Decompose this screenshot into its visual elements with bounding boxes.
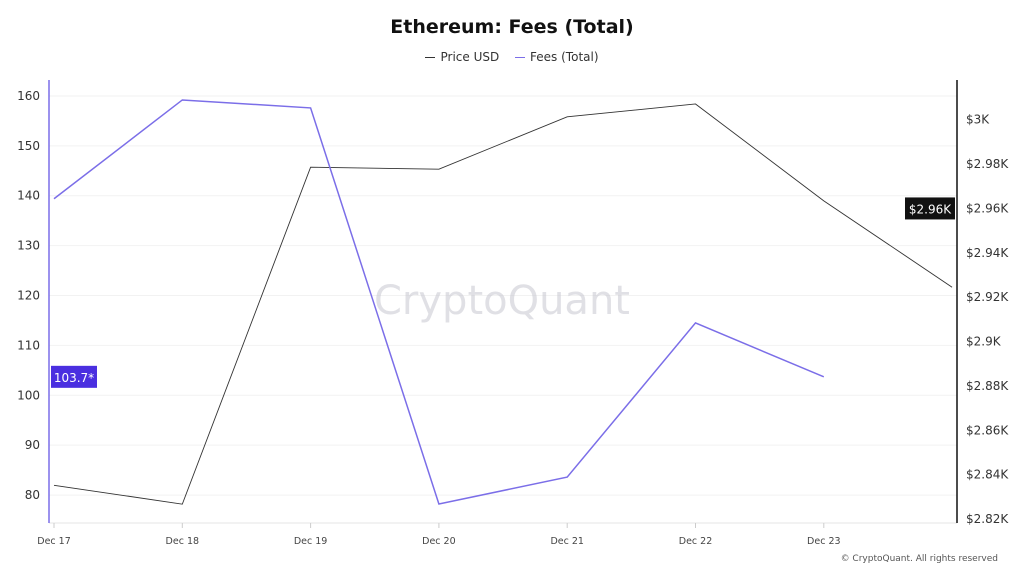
x-tick-label: Dec 23: [807, 536, 841, 547]
legend: Price USD Fees (Total): [0, 50, 1024, 64]
left-tick-label: 120: [17, 289, 40, 303]
left-tick-label: 80: [25, 488, 40, 502]
right-tick-label: $2.86K: [966, 423, 1009, 437]
x-tick-label: Dec 21: [550, 536, 584, 547]
legend-label-price: Price USD: [440, 50, 500, 64]
right-tick-label: $2.98K: [966, 157, 1009, 171]
left-tick-label: 100: [17, 388, 40, 402]
x-tick-label: Dec 19: [294, 536, 328, 547]
x-tick-label: Dec 18: [166, 536, 200, 547]
right-tick-label: $2.96K: [966, 201, 1009, 215]
right-tick-label: $2.88K: [966, 379, 1009, 393]
legend-item-price[interactable]: Price USD: [425, 50, 499, 64]
watermark: CryptoQuant: [374, 278, 630, 324]
legend-label-fees: Fees (Total): [530, 50, 599, 64]
copyright: © CryptoQuant. All rights reserved: [840, 554, 998, 564]
left-tick-label: 160: [17, 89, 40, 103]
price-current-badge: [905, 197, 955, 220]
chart-title: Ethereum: Fees (Total): [390, 16, 634, 38]
legend-swatch-price: [425, 57, 436, 58]
fees-current-badge: [51, 365, 97, 388]
legend-swatch-fees: [515, 57, 526, 58]
fees-current-label: 103.7*: [54, 371, 94, 385]
right-tick-label: $2.9K: [966, 335, 1002, 349]
price-current-label: $2.96K: [909, 202, 952, 216]
right-tick-label: $2.94K: [966, 246, 1009, 260]
x-tick-label: Dec 20: [422, 536, 456, 547]
right-tick-label: $2.84K: [966, 468, 1009, 482]
left-tick-label: 130: [17, 239, 40, 253]
x-tick-label: Dec 22: [679, 536, 713, 547]
right-tick-label: $3K: [966, 113, 990, 127]
legend-item-fees[interactable]: Fees (Total): [515, 50, 599, 64]
left-tick-label: 110: [17, 338, 40, 352]
right-tick-label: $2.82K: [966, 512, 1009, 526]
left-tick-label: 90: [25, 438, 40, 452]
right-tick-label: $2.92K: [966, 290, 1009, 304]
series-line-fees: [53, 99, 825, 505]
left-tick-label: 150: [17, 139, 40, 153]
left-tick-label: 140: [17, 189, 40, 203]
x-tick-label: Dec 17: [37, 536, 71, 547]
series-line-price: [53, 103, 953, 505]
